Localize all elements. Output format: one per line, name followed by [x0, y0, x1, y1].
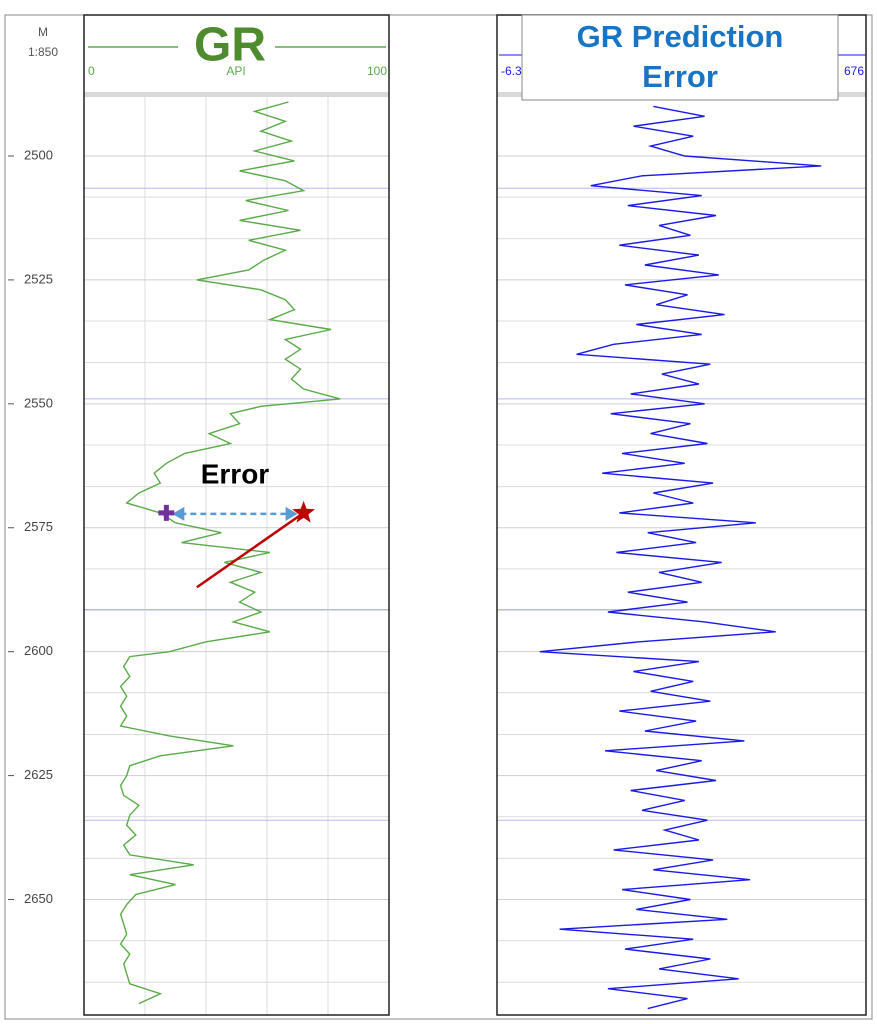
depth-label: 2525: [24, 271, 53, 286]
depth-label: 2550: [24, 395, 53, 410]
x-axis-label: API: [226, 64, 245, 78]
depth-label: 2575: [24, 519, 53, 534]
depth-label: 2625: [24, 767, 53, 782]
frame: [4, 14, 873, 1020]
trend-line: [196, 511, 305, 589]
x-tick-label: 100: [367, 64, 387, 78]
actual-marker: [158, 504, 175, 521]
depth-label: 2650: [24, 891, 53, 906]
x-tick-label: -6.3: [501, 64, 522, 78]
track-title: GR Prediction: [577, 19, 784, 54]
header-band: [84, 92, 389, 97]
annotation-label: Error: [201, 458, 270, 489]
depth-label: 2600: [24, 643, 53, 658]
track-border: [83, 14, 390, 1016]
title-box: [521, 14, 839, 101]
track-title: GR: [194, 19, 266, 72]
arrow-head: [285, 506, 298, 521]
depth-unit: M: [38, 25, 48, 39]
track-title: Error: [642, 59, 718, 94]
predicted-marker: [292, 500, 315, 523]
log-curve: [119, 101, 341, 1005]
x-tick-label: 0: [88, 64, 95, 78]
depth-label: 2500: [24, 147, 53, 162]
x-tick-label: 676: [844, 64, 864, 78]
log-curve: [539, 105, 822, 1010]
depth-scale: 1:850: [28, 45, 58, 59]
arrow-head: [172, 506, 185, 521]
